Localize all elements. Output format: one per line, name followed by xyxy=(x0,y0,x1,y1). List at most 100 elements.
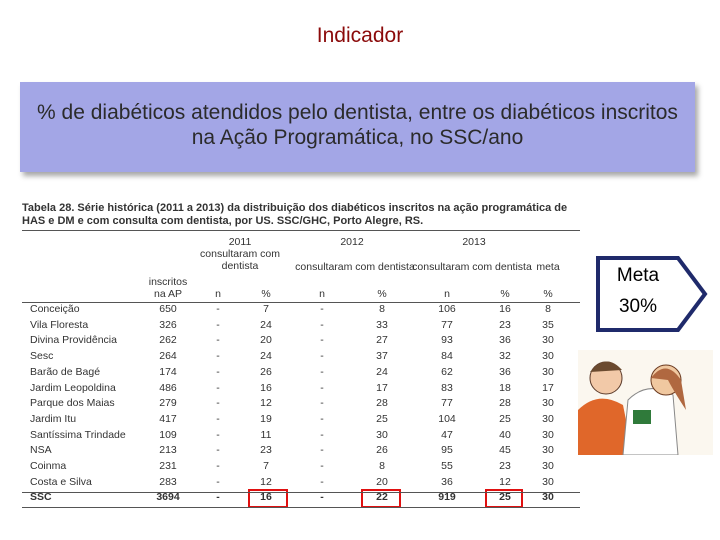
row-label: Conceição xyxy=(30,303,80,315)
table-cell: - xyxy=(320,475,324,488)
table-cell: 30 xyxy=(542,365,554,378)
table-cell: 213 xyxy=(159,444,177,457)
table-cell: - xyxy=(320,491,324,504)
table-cell: 231 xyxy=(159,460,177,472)
table-cell: - xyxy=(320,412,324,425)
table-cell: - xyxy=(216,303,220,315)
table-cell: 40 xyxy=(499,428,511,441)
table-cell: - xyxy=(216,350,220,363)
group-header: consultaram com dentista xyxy=(295,261,415,273)
table-cell: 30 xyxy=(542,334,554,347)
table-cell: 283 xyxy=(159,475,177,488)
column-header: n xyxy=(319,288,325,300)
table-cell: 24 xyxy=(376,365,388,378)
table-cell: 22 xyxy=(376,491,388,504)
year-header: 2011 xyxy=(228,236,252,248)
table-cell: - xyxy=(216,365,220,378)
table-cell: 30 xyxy=(376,428,388,441)
table-cell: 12 xyxy=(260,397,272,410)
table-cell: 109 xyxy=(159,428,177,441)
table-cell: 20 xyxy=(376,475,388,488)
row-label: Jardim Itu xyxy=(30,412,77,425)
table-cell: 650 xyxy=(159,303,177,315)
table-cell: - xyxy=(320,397,324,410)
table-cell: 174 xyxy=(159,365,177,378)
row-label: Jardim Leopoldina xyxy=(30,381,116,394)
column-header: % xyxy=(261,288,271,300)
table-cell: 16 xyxy=(260,381,272,394)
table-cell: 36 xyxy=(499,365,511,378)
table-cell: 32 xyxy=(499,350,511,363)
rule xyxy=(22,302,580,303)
table-cell: - xyxy=(320,318,324,331)
table-cell: - xyxy=(320,350,324,363)
table-cell: 93 xyxy=(441,334,453,347)
table-cell: 16 xyxy=(499,303,511,315)
group-header: consultaram com dentista xyxy=(412,261,532,273)
callout-shape xyxy=(596,256,708,332)
table-cell: 24 xyxy=(260,318,272,331)
table-cell: 19 xyxy=(260,412,272,425)
table-cell: 16 xyxy=(260,491,272,504)
row-label: Barão de Bagé xyxy=(30,365,101,378)
table-cell: 62 xyxy=(441,365,453,378)
table-cell: 30 xyxy=(542,491,554,504)
table-cell: - xyxy=(320,428,324,441)
table-cell: 25 xyxy=(499,412,511,425)
table-cell: - xyxy=(320,381,324,394)
row-label: SSC xyxy=(30,491,52,504)
table-cell: - xyxy=(320,444,324,457)
table-cell: 326 xyxy=(159,318,177,331)
table-cell: 30 xyxy=(542,350,554,363)
table-cell: - xyxy=(216,475,220,488)
table-cell: - xyxy=(216,397,220,410)
table-cell: 919 xyxy=(438,491,456,504)
table-cell: 25 xyxy=(376,412,388,425)
table-cell: 27 xyxy=(376,334,388,347)
row-label: Vila Floresta xyxy=(30,318,89,331)
table-cell: 12 xyxy=(499,475,511,488)
table-cell: 106 xyxy=(438,303,456,315)
year-header: 2013 xyxy=(462,236,486,248)
rule xyxy=(22,507,580,508)
table-cell: 417 xyxy=(159,412,177,425)
column-header: n xyxy=(444,288,450,300)
row-label: Sesc xyxy=(30,350,54,363)
row-label: Divina Providência xyxy=(30,334,117,347)
table-cell: 77 xyxy=(441,318,453,331)
table-cell: - xyxy=(216,334,220,347)
dentist-illustration xyxy=(578,350,713,455)
table-cell: 17 xyxy=(376,381,388,394)
column-header: % xyxy=(500,288,510,300)
table-cell: 8 xyxy=(379,460,385,472)
callout-label: Meta xyxy=(616,265,660,286)
table-cell: - xyxy=(320,365,324,378)
table-cell: 30 xyxy=(542,428,554,441)
indicator-text: % de diabéticos atendidos pelo dentista,… xyxy=(37,101,678,149)
table-cell: 36 xyxy=(499,334,511,347)
column-header: % xyxy=(543,288,553,300)
table-cell: 28 xyxy=(376,397,388,410)
table-cell: 47 xyxy=(441,428,453,441)
table-cell: 77 xyxy=(441,397,453,410)
rule xyxy=(22,230,580,231)
table-cell: 30 xyxy=(542,397,554,410)
table-cell: 25 xyxy=(499,491,511,504)
table-cell: - xyxy=(320,460,324,472)
table-cell: 7 xyxy=(263,460,269,472)
table-cell: 95 xyxy=(441,444,453,457)
row-label: Coinma xyxy=(30,460,67,472)
table-cell: 23 xyxy=(260,444,272,457)
table-cell: 104 xyxy=(438,412,456,425)
column-header: inscritos na AP xyxy=(148,276,188,300)
table-cell: 26 xyxy=(260,365,272,378)
table-cell: 3694 xyxy=(156,491,180,504)
table-cell: 36 xyxy=(441,475,453,488)
table-cell: 8 xyxy=(545,303,551,315)
table-cell: 264 xyxy=(159,350,177,363)
table-cell: - xyxy=(216,318,220,331)
table-cell: 45 xyxy=(499,444,511,457)
table-cell: 24 xyxy=(260,350,272,363)
table-cell: 55 xyxy=(441,460,453,472)
